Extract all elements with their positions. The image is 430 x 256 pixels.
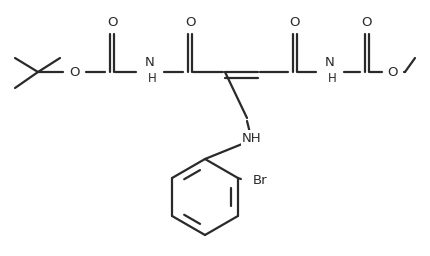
Text: N: N: [145, 56, 155, 69]
Text: NH: NH: [242, 132, 262, 144]
Text: H: H: [328, 71, 336, 84]
Text: O: O: [185, 16, 195, 28]
Text: O: O: [362, 16, 372, 28]
Text: O: O: [290, 16, 300, 28]
Text: H: H: [147, 71, 157, 84]
Text: N: N: [325, 56, 335, 69]
Text: O: O: [388, 66, 398, 79]
Text: O: O: [107, 16, 117, 28]
Text: O: O: [70, 66, 80, 79]
Text: Br: Br: [252, 175, 267, 187]
